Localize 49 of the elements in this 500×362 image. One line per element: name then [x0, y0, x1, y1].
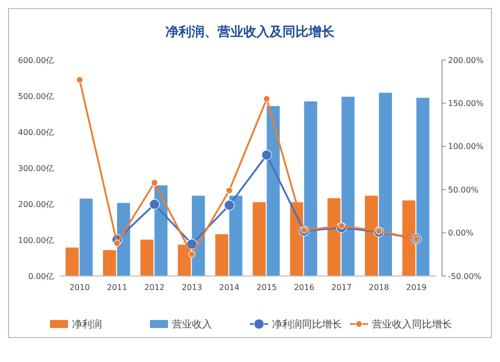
x-tick-label: 2017 — [331, 283, 352, 292]
bar — [378, 92, 392, 276]
x-tick-label: 2012 — [144, 283, 165, 292]
y2-tick-label: 50.00% — [448, 185, 479, 194]
point — [188, 250, 196, 258]
point — [224, 200, 235, 210]
bar — [229, 196, 242, 276]
y-tick-label: 600.00亿 — [18, 56, 54, 65]
legend-label: 净利润 — [72, 318, 102, 330]
x-tick-label: 2016 — [294, 283, 314, 292]
bar — [252, 202, 266, 276]
point — [149, 198, 160, 210]
x-tick-label: 2011 — [106, 283, 128, 292]
y2-tick-label: 100.00% — [448, 142, 484, 152]
bar — [416, 98, 430, 276]
y-tick-label: 300.00亿 — [18, 164, 54, 173]
bar — [215, 234, 228, 276]
point — [226, 186, 233, 194]
x-tick-label: 2015 — [256, 283, 277, 292]
bar — [266, 106, 280, 276]
y2-tick-label: 200.00% — [448, 56, 484, 65]
point — [76, 76, 84, 84]
y2-tick-label: -50.00% — [448, 272, 482, 281]
x-tick-label: 2018 — [368, 283, 390, 292]
x-tick-label: 2010 — [69, 283, 90, 292]
x-tick-label: 2014 — [219, 283, 240, 292]
chart-title: 净利润、营业收入及同比增长 — [166, 24, 336, 40]
bar — [342, 96, 355, 276]
bar — [103, 250, 116, 276]
point — [263, 95, 270, 102]
point — [261, 150, 272, 160]
legend-label: 营业收入同比增长 — [372, 318, 452, 330]
y-tick-label: 0.00亿 — [28, 272, 54, 281]
y-tick-label: 200.00亿 — [18, 200, 54, 209]
y-tick-label: 100.00亿 — [18, 236, 54, 245]
y2-tick-label: 150.00% — [448, 99, 484, 108]
x-tick-label: 2013 — [182, 283, 202, 292]
y-tick-label: 400.00亿 — [18, 128, 54, 137]
point — [150, 179, 158, 186]
y-tick-label: 500.00亿 — [18, 92, 54, 101]
bar — [140, 240, 154, 276]
legend-label: 净利润同比增长 — [272, 318, 342, 330]
bar — [304, 101, 318, 276]
point — [114, 240, 121, 247]
bar — [80, 198, 93, 276]
y2-tick-label: 0.00% — [448, 228, 474, 238]
x-tick-label: 2019 — [406, 283, 427, 292]
bar — [66, 248, 79, 276]
legend-label: 营业收入 — [172, 318, 212, 330]
